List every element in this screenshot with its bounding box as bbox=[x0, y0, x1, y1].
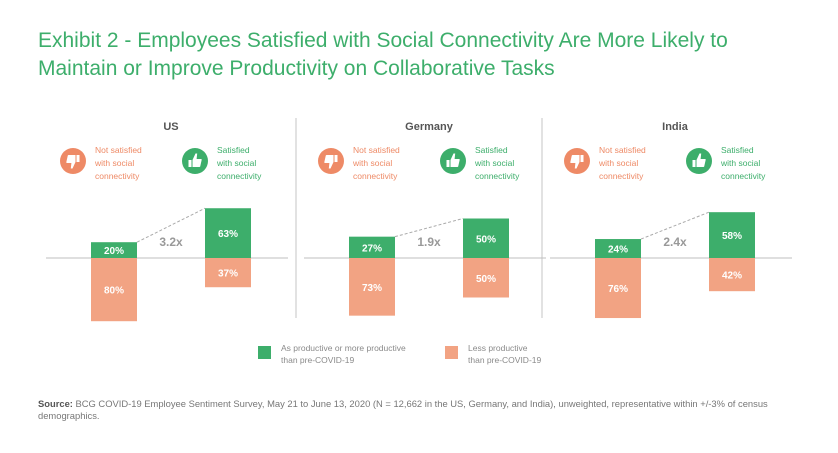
data-label-productive: 50% bbox=[476, 234, 496, 245]
legend-category-satisfied: Satisfied bbox=[721, 145, 754, 155]
data-label-less-productive: 80% bbox=[104, 286, 124, 297]
source-note: Source: BCG COVID-19 Employee Sentiment … bbox=[38, 398, 808, 422]
bar-productive bbox=[463, 218, 509, 258]
legend-category-not-satisfied: with social bbox=[94, 158, 134, 168]
thumbs-down-icon bbox=[564, 148, 590, 174]
legend-category-not-satisfied: Not satisfied bbox=[353, 145, 400, 155]
legend-category-not-satisfied: connectivity bbox=[353, 171, 398, 181]
bar-productive bbox=[91, 242, 137, 258]
data-label-productive: 20% bbox=[104, 246, 124, 257]
bar-productive bbox=[709, 212, 755, 258]
bar-less-productive bbox=[595, 258, 641, 319]
chart-title-line-1: Exhibit 2 - Employees Satisfied with Soc… bbox=[38, 29, 728, 52]
data-label-less-productive: 42% bbox=[722, 271, 742, 282]
thumbs-down-icon bbox=[60, 148, 86, 174]
legend-category-satisfied: with social bbox=[474, 158, 514, 168]
bar-productive bbox=[205, 208, 251, 258]
panel-title: US bbox=[163, 121, 178, 133]
bar-less-productive bbox=[205, 258, 251, 288]
legend-category-satisfied: connectivity bbox=[721, 171, 766, 181]
ratio-label: 3.2x bbox=[159, 235, 183, 249]
data-label-productive: 58% bbox=[722, 231, 742, 242]
legend-category-satisfied: Satisfied bbox=[217, 145, 250, 155]
legend-category-not-satisfied: Not satisfied bbox=[599, 145, 646, 155]
legend-label-productive: As productive or more productive than pr… bbox=[281, 343, 406, 365]
legend-swatch-less-productive bbox=[445, 346, 458, 359]
source-text: BCG COVID-19 Employee Sentiment Survey, … bbox=[38, 398, 768, 421]
data-label-less-productive: 37% bbox=[218, 269, 238, 280]
bar-less-productive bbox=[91, 258, 137, 322]
data-label-less-productive: 76% bbox=[608, 284, 628, 295]
ratio-label: 1.9x bbox=[417, 235, 441, 249]
legend-category-not-satisfied: with social bbox=[352, 158, 392, 168]
source-label: Source: bbox=[38, 398, 73, 409]
bar-productive bbox=[349, 236, 395, 258]
bar-productive bbox=[595, 239, 641, 258]
data-label-productive: 63% bbox=[218, 229, 238, 240]
thumbs-up-icon bbox=[440, 148, 466, 174]
legend-productive: As productive or more productive than pr… bbox=[258, 342, 406, 366]
legend-category-satisfied: Satisfied bbox=[475, 145, 508, 155]
ratio-connector bbox=[136, 207, 206, 243]
legend-category-not-satisfied: connectivity bbox=[95, 171, 140, 181]
bar-less-productive bbox=[709, 258, 755, 292]
legend-category-not-satisfied: with social bbox=[598, 158, 638, 168]
legend-swatch-productive bbox=[258, 346, 271, 359]
ratio-connector bbox=[394, 218, 464, 238]
data-label-less-productive: 73% bbox=[362, 283, 382, 294]
chart-area: US Not satisfied with social connectivity Sa… bbox=[46, 118, 792, 322]
bar-less-productive bbox=[463, 258, 509, 298]
ratio-connector bbox=[640, 211, 710, 240]
legend-category-not-satisfied: Not satisfied bbox=[95, 145, 142, 155]
legend-category-not-satisfied: connectivity bbox=[599, 171, 644, 181]
thumbs-down-icon bbox=[318, 148, 344, 174]
bar-less-productive bbox=[349, 258, 395, 316]
legend-category-satisfied: with social bbox=[216, 158, 256, 168]
legend-label-less-productive: Less productive than pre-COVID-19 bbox=[468, 343, 542, 365]
chart-title-line-2: Maintain or Improve Productivity on Coll… bbox=[38, 57, 555, 80]
legend-category-satisfied: with social bbox=[720, 158, 760, 168]
panel-title: India bbox=[662, 121, 689, 133]
data-label-productive: 24% bbox=[608, 245, 628, 256]
legend-category-satisfied: connectivity bbox=[475, 171, 520, 181]
data-label-productive: 27% bbox=[362, 243, 382, 254]
legend-less-productive: Less productive than pre-COVID-19 bbox=[445, 342, 541, 366]
data-label-less-productive: 50% bbox=[476, 274, 496, 285]
ratio-label: 2.4x bbox=[663, 235, 687, 249]
chart-title: Exhibit 2 - Employees Satisfied with Soc… bbox=[38, 27, 828, 83]
legend-category-satisfied: connectivity bbox=[217, 171, 262, 181]
thumbs-up-icon bbox=[182, 148, 208, 174]
thumbs-up-icon bbox=[686, 148, 712, 174]
panel-title: Germany bbox=[405, 121, 454, 133]
